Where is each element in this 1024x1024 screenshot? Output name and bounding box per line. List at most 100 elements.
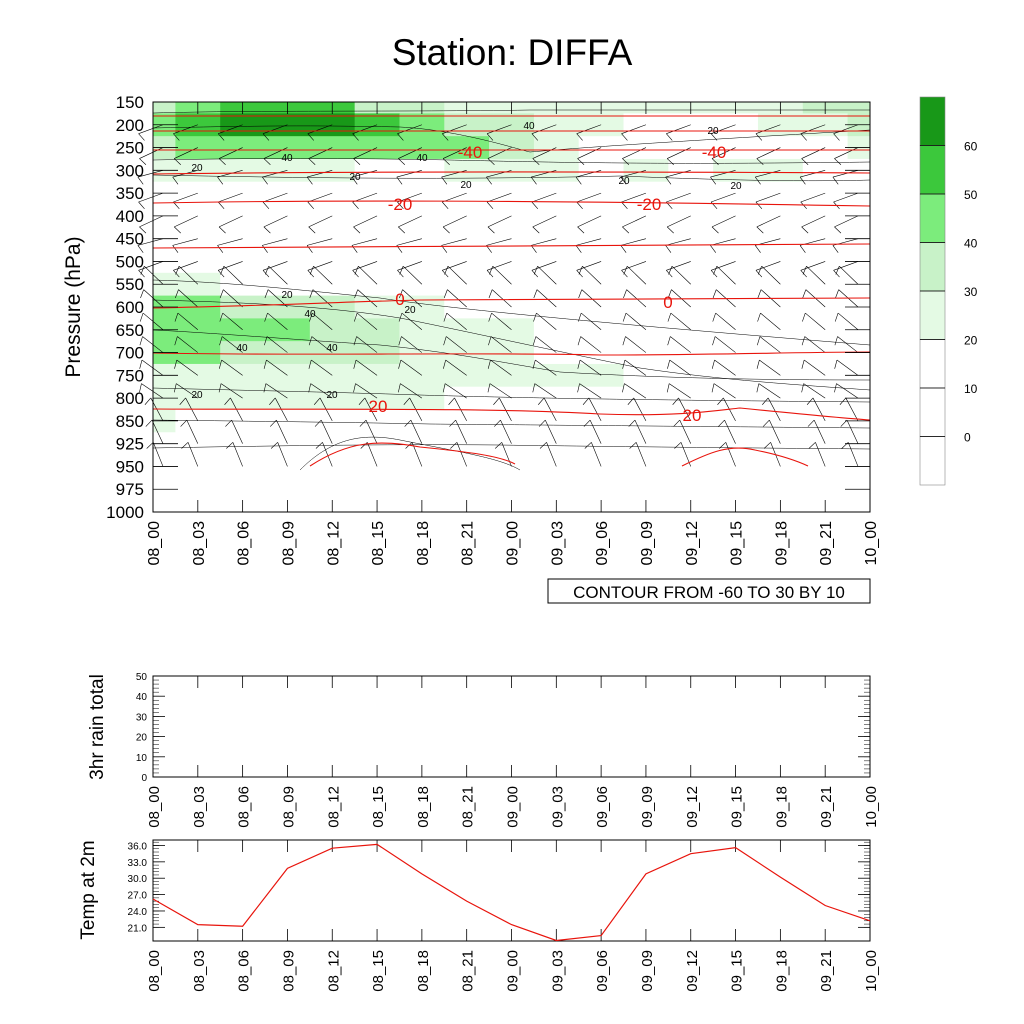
wind-barb-flag xyxy=(713,266,718,275)
wind-barb-flag xyxy=(443,359,446,369)
wind-barb-flag xyxy=(622,226,630,234)
humidity-cell xyxy=(265,341,311,365)
humidity-cell xyxy=(578,204,625,228)
wind-barb-flag xyxy=(755,201,763,209)
wind-barb-shaft xyxy=(800,192,826,203)
wind-barb-shaft xyxy=(800,124,826,134)
wind-barb-flag xyxy=(353,383,356,393)
wind-barb-flag xyxy=(710,245,717,253)
wind-barb-shaft xyxy=(832,170,859,178)
legend-swatch xyxy=(919,145,946,195)
temperature-contour-label: -40 xyxy=(458,143,483,162)
wind-barb-flag xyxy=(443,312,448,322)
humidity-cell xyxy=(623,158,669,183)
humidity-cell xyxy=(175,181,221,205)
humidity-cell xyxy=(309,113,356,137)
humidity-cell xyxy=(309,272,356,297)
wind-barb-flag xyxy=(629,442,637,449)
humidity-cell xyxy=(802,158,849,183)
y-tick-label: 10 xyxy=(136,753,148,764)
y-tick-label: 650 xyxy=(116,321,144,340)
wind-barb-flag xyxy=(756,383,760,393)
humidity-cell xyxy=(175,318,221,342)
humidity-cell xyxy=(444,181,490,205)
humidity-cell xyxy=(713,341,759,365)
humidity-cell xyxy=(354,158,400,183)
wind-barb-shaft xyxy=(665,238,691,246)
wind-barb-flag xyxy=(448,397,455,405)
wind-barb-shaft xyxy=(308,147,333,159)
wind-barb-shaft xyxy=(351,238,378,246)
humidity-cell xyxy=(668,272,714,297)
wind-barb-flag xyxy=(627,397,634,405)
contour-info-box xyxy=(547,578,871,604)
humidity-cell xyxy=(175,227,221,251)
wind-barb-shaft xyxy=(624,359,647,376)
humidity-shading xyxy=(153,102,871,479)
wind-barb-flag xyxy=(264,336,268,346)
wind-barb-shaft xyxy=(491,289,512,308)
humidity-contour-label: 20 xyxy=(326,390,338,401)
humidity-cell xyxy=(533,136,580,160)
x-tick-label: 08_00 xyxy=(146,521,163,566)
wind-barb-flag xyxy=(264,289,269,299)
wind-barb-shaft xyxy=(537,265,557,285)
wind-barb-flag xyxy=(494,442,502,449)
wind-barb-flag xyxy=(666,383,670,393)
wind-barb-flag xyxy=(173,270,180,278)
y-tick-label: 950 xyxy=(116,457,144,476)
wind-barb-flag xyxy=(225,419,232,427)
humidity-cell xyxy=(757,227,804,251)
x-tick-label: 08_12 xyxy=(325,786,342,828)
x-tick-label: 09_09 xyxy=(639,521,656,566)
wind-barb-flag xyxy=(173,133,180,141)
wind-barb-flag xyxy=(351,176,358,185)
humidity-cell xyxy=(175,363,221,388)
humidity-cell xyxy=(265,432,311,456)
legend-label: 40 xyxy=(964,237,978,251)
wind-barb-shaft xyxy=(755,124,781,134)
x-tick-label: 09_18 xyxy=(773,786,790,828)
wind-barb-shaft xyxy=(582,265,602,285)
wind-barb-shaft xyxy=(218,147,243,159)
wind-barb-flag xyxy=(353,158,361,165)
wind-barb-flag xyxy=(487,359,491,369)
wind-barb-flag xyxy=(710,176,717,185)
humidity-cell xyxy=(713,318,759,342)
wind-barb-flag xyxy=(139,383,142,393)
wind-barb-shaft xyxy=(152,442,164,467)
humidity-cell xyxy=(713,204,759,228)
wind-barb-flag xyxy=(224,397,231,405)
wind-barb-flag xyxy=(217,133,225,141)
wind-barb-flag xyxy=(532,158,540,165)
x-tick-label: 08_06 xyxy=(236,786,253,828)
humidity-cell xyxy=(489,272,535,297)
wind-barb-shaft xyxy=(501,442,512,467)
humidity-cell xyxy=(668,409,714,433)
humidity-cell xyxy=(175,136,221,160)
humidity-cell xyxy=(713,250,759,274)
humidity-cell xyxy=(802,455,849,479)
wind-barb-shaft xyxy=(543,397,557,422)
humidity-cell xyxy=(354,136,400,160)
wind-barb-shaft xyxy=(665,170,691,178)
humidity-cell xyxy=(623,363,669,388)
wind-barb-shaft xyxy=(635,442,647,467)
wind-barb-shaft xyxy=(263,147,288,159)
wind-barb-flag xyxy=(834,336,838,346)
wind-barb-shaft xyxy=(456,442,467,467)
wind-barb-flag xyxy=(219,359,222,369)
wind-barb-shaft xyxy=(144,265,164,285)
wind-barb-flag xyxy=(269,397,276,405)
x-tick-label: 09_03 xyxy=(549,786,566,828)
wind-barb-shaft xyxy=(358,265,378,285)
x-tick-label: 09_15 xyxy=(729,950,746,992)
humidity-cell xyxy=(489,181,535,205)
wind-barb-flag xyxy=(762,419,770,427)
wind-barb-flag xyxy=(175,289,179,299)
contour-info: CONTOUR FROM -60 TO 30 BY 10 xyxy=(573,583,845,602)
wind-barb-flag xyxy=(138,270,145,278)
wind-barb-shaft xyxy=(445,359,467,376)
humidity-cell xyxy=(265,158,311,183)
wind-barb-flag xyxy=(622,359,626,369)
